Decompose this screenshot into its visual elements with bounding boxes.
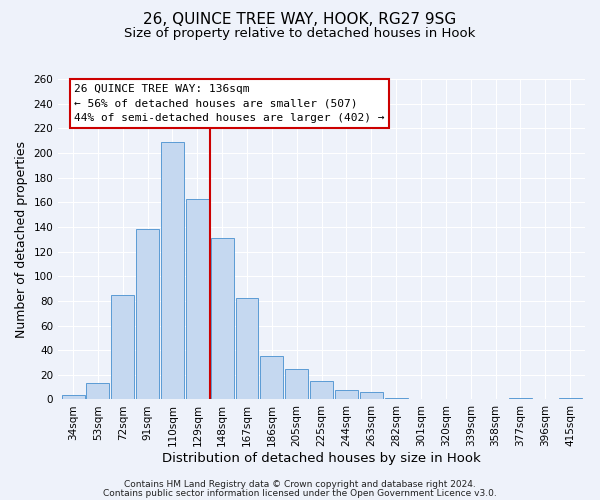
Bar xyxy=(310,381,333,400)
Y-axis label: Number of detached properties: Number of detached properties xyxy=(15,140,28,338)
Text: Contains public sector information licensed under the Open Government Licence v3: Contains public sector information licen… xyxy=(103,488,497,498)
Bar xyxy=(286,368,308,400)
Bar xyxy=(136,230,159,400)
Bar xyxy=(161,142,184,400)
Bar xyxy=(360,392,383,400)
Bar xyxy=(211,238,233,400)
Bar xyxy=(62,394,85,400)
Bar xyxy=(260,356,283,400)
Bar xyxy=(86,384,109,400)
Text: Contains HM Land Registry data © Crown copyright and database right 2024.: Contains HM Land Registry data © Crown c… xyxy=(124,480,476,489)
Bar xyxy=(186,198,209,400)
Bar xyxy=(559,398,581,400)
Bar xyxy=(236,298,259,400)
Bar xyxy=(385,398,407,400)
Text: 26 QUINCE TREE WAY: 136sqm
← 56% of detached houses are smaller (507)
44% of sem: 26 QUINCE TREE WAY: 136sqm ← 56% of deta… xyxy=(74,84,385,124)
Text: Size of property relative to detached houses in Hook: Size of property relative to detached ho… xyxy=(124,28,476,40)
Text: 26, QUINCE TREE WAY, HOOK, RG27 9SG: 26, QUINCE TREE WAY, HOOK, RG27 9SG xyxy=(143,12,457,28)
X-axis label: Distribution of detached houses by size in Hook: Distribution of detached houses by size … xyxy=(162,452,481,465)
Bar xyxy=(112,294,134,400)
Bar xyxy=(335,390,358,400)
Bar xyxy=(509,398,532,400)
